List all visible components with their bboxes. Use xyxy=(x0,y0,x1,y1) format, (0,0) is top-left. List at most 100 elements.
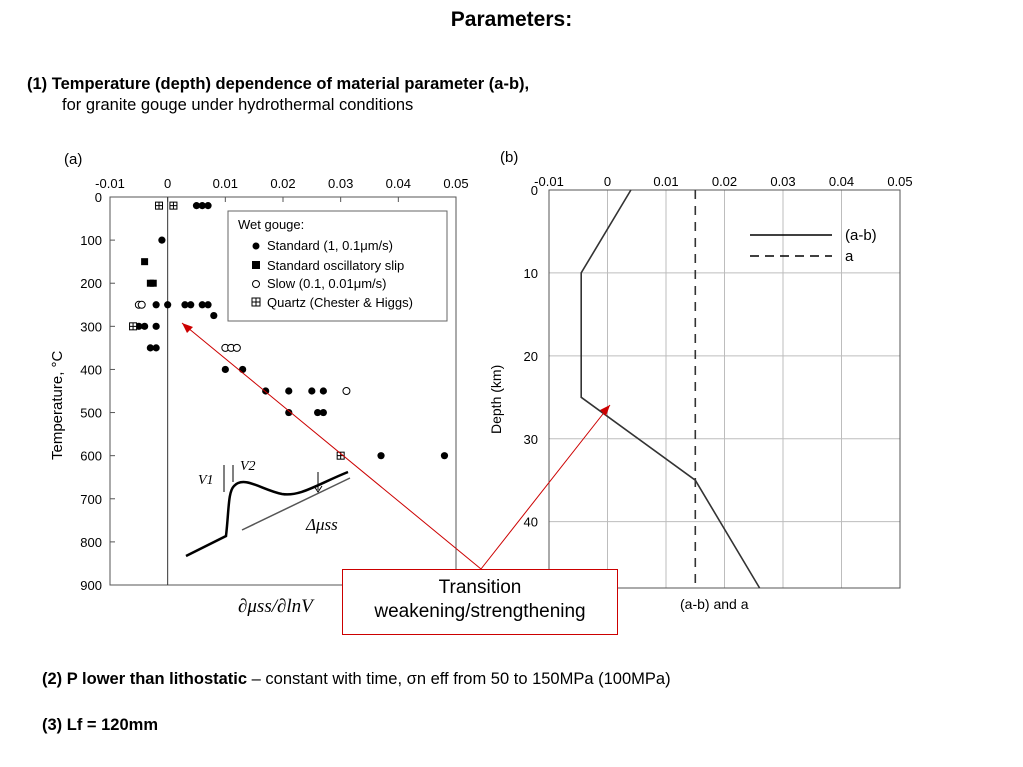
data-point-standard xyxy=(314,408,322,417)
data-point-standard xyxy=(221,365,229,374)
y-tick-label: 300 xyxy=(80,319,102,334)
y-tick-label: 200 xyxy=(80,276,102,291)
panel-b-lines xyxy=(580,189,761,589)
panel-b-ylabel: Depth (km) xyxy=(488,365,504,434)
data-point-slow xyxy=(342,387,351,395)
x-tick-label: 0.02 xyxy=(712,174,737,189)
data-point-standard xyxy=(308,387,316,395)
x-tick-label: 0.05 xyxy=(887,174,912,189)
arrow-to-panel-a xyxy=(181,322,482,570)
y-tick-label: 20 xyxy=(524,349,538,364)
data-point-oscillatory xyxy=(141,258,149,266)
y-tick-label: 900 xyxy=(80,578,102,593)
panel-a: (a) -0.01 0 0.01 0.02 0.03 0.04 0.05 010020030… xyxy=(49,151,469,617)
legend-marker-plus xyxy=(252,298,260,306)
data-point-standard xyxy=(164,301,172,309)
item-pressure-rest: – constant with time, σn eff from 50 to … xyxy=(247,670,671,688)
arrow-head-a xyxy=(182,323,193,333)
data-point-standard xyxy=(158,236,166,244)
legend-marker-filled-circle xyxy=(252,242,260,250)
callout-line-2: weakening/strengthening xyxy=(374,601,586,622)
y-tick-label: 10 xyxy=(524,266,538,281)
y-tick-label: 30 xyxy=(524,432,538,447)
series-line-a-minus-b xyxy=(580,189,761,589)
data-point-standard xyxy=(198,202,206,210)
x-tick-label: -0.01 xyxy=(95,176,125,191)
y-tick-label: 0 xyxy=(95,190,102,205)
y-tick-label: 500 xyxy=(80,406,102,421)
x-tick-label: -0.01 xyxy=(534,174,564,189)
y-tick-label: 600 xyxy=(80,449,102,464)
x-tick-label: 0 xyxy=(604,174,611,189)
legend-entry-slow: Slow (0.1, 0.01μm/s) xyxy=(267,276,386,291)
data-point-standard xyxy=(152,322,160,330)
legend-entry-a: a xyxy=(845,248,854,265)
legend-title: Wet gouge: xyxy=(238,217,304,232)
data-point-standard xyxy=(285,408,293,417)
panel-b-label: (b) xyxy=(500,149,518,166)
inset-delta-label: Δμss xyxy=(305,515,338,534)
inset-v1-label: V1 xyxy=(198,473,214,488)
data-point-standard xyxy=(181,301,189,309)
legend-entry-oscillatory: Standard oscillatory slip xyxy=(267,258,404,273)
x-tick-label: 0.01 xyxy=(653,174,678,189)
slide-title: Parameters: xyxy=(450,8,573,31)
panel-a-inset: V1 V2 Δμss xyxy=(185,459,351,558)
legend-marker-filled-square xyxy=(252,261,260,269)
inset-friction-curve xyxy=(185,470,349,558)
data-point-oscillatory xyxy=(149,279,157,287)
x-tick-label: 0.03 xyxy=(328,176,353,191)
arrow-head-b xyxy=(600,405,610,416)
legend-marker-open-circle xyxy=(252,280,260,288)
transition-callout: Transition weakening/strengthening xyxy=(342,569,618,635)
legend-entry-a-minus-b: (a-b) xyxy=(845,227,877,244)
legend-box xyxy=(227,210,448,322)
panel-a-ylabel: Temperature, °C xyxy=(49,350,66,460)
data-point-slow xyxy=(137,300,146,309)
panel-b-x-ticks: -0.01 0 0.01 0.02 0.03 0.04 0.05 xyxy=(534,174,912,189)
data-point-standard xyxy=(319,408,327,417)
item-pressure: (2) P lower than lithostatic – constant … xyxy=(42,670,671,689)
inset-v2-label: V2 xyxy=(240,459,256,474)
annotation-arrows xyxy=(181,322,611,570)
panel-b: (b) -0.01 0 0.01 0.02 0.03 0.04 0.05 010203040… xyxy=(488,149,913,612)
data-point-standard xyxy=(210,311,218,320)
data-point-standard xyxy=(152,301,160,309)
data-point-standard xyxy=(377,452,385,460)
legend-entry-standard: Standard (1, 0.1μm/s) xyxy=(267,238,393,253)
y-tick-label: 400 xyxy=(80,362,102,377)
panel-a-label: (a) xyxy=(64,151,82,168)
legend-entry-quartz: Quartz (Chester & Higgs) xyxy=(267,295,413,310)
data-point-standard xyxy=(141,322,149,330)
x-tick-label: 0.02 xyxy=(270,176,295,191)
panel-b-frame xyxy=(548,189,901,589)
x-tick-label: 0.01 xyxy=(213,176,238,191)
data-point-quartz-plus xyxy=(169,202,177,210)
y-tick-label: 40 xyxy=(524,515,538,530)
data-point-quartz-plus xyxy=(129,322,137,330)
x-tick-label: 0.04 xyxy=(829,174,854,189)
data-point-standard xyxy=(239,365,247,374)
heading-granite-gouge: for granite gouge under hydrothermal con… xyxy=(62,96,414,114)
data-point-standard xyxy=(285,387,293,395)
y-tick-label: 0 xyxy=(531,183,538,198)
panel-a-points xyxy=(129,201,449,460)
inset-delta-arrow xyxy=(313,485,323,493)
data-point-standard xyxy=(146,344,154,352)
x-tick-label: 0.03 xyxy=(770,174,795,189)
panel-a-legend: Wet gouge: Standard (1, 0.1μm/s) Standar… xyxy=(227,210,448,322)
item-pressure-bold: (2) P lower than lithostatic xyxy=(42,670,248,688)
item-lf: (3) Lf = 120mm xyxy=(42,716,158,734)
data-point-standard xyxy=(440,452,449,460)
data-point-standard xyxy=(187,301,195,309)
data-point-standard xyxy=(204,301,212,309)
data-point-standard xyxy=(152,344,160,352)
x-tick-label: 0.05 xyxy=(443,176,468,191)
data-point-slow xyxy=(232,343,241,352)
data-point-standard xyxy=(198,301,206,309)
y-tick-label: 800 xyxy=(80,535,102,550)
panel-a-x-ticks: -0.01 0 0.01 0.02 0.03 0.04 0.05 xyxy=(95,176,469,202)
heading-temperature-dependence: (1) Temperature (depth) dependence of ma… xyxy=(27,75,530,93)
arrow-to-panel-b xyxy=(480,404,611,570)
